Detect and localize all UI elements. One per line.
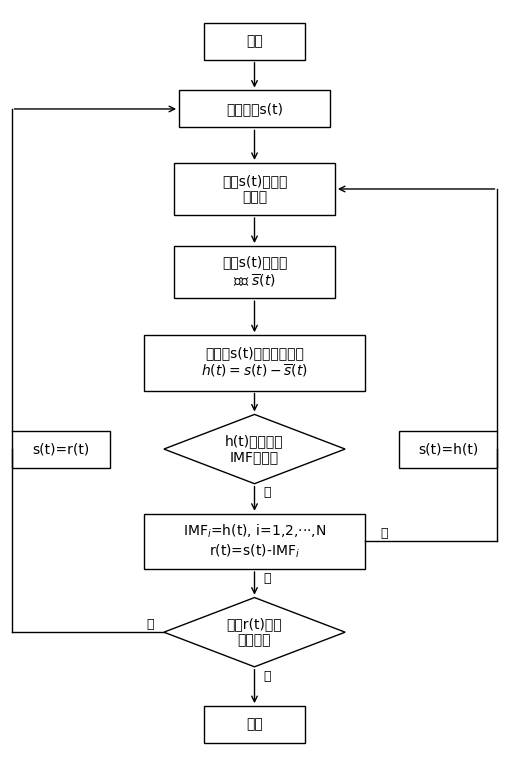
FancyBboxPatch shape bbox=[174, 163, 335, 215]
Polygon shape bbox=[164, 415, 345, 484]
Text: 从信号s(t)减去局域均值
$h(t) = s(t) - \overline{s}(t)$: 从信号s(t)减去局域均值 $h(t) = s(t) - \overline{s… bbox=[201, 346, 308, 380]
FancyBboxPatch shape bbox=[204, 22, 305, 60]
FancyBboxPatch shape bbox=[179, 91, 330, 127]
Text: 是: 是 bbox=[264, 487, 271, 499]
Text: s(t)=r(t): s(t)=r(t) bbox=[32, 442, 89, 456]
Text: h(t)是否满足
IMF的条件: h(t)是否满足 IMF的条件 bbox=[225, 434, 284, 464]
FancyBboxPatch shape bbox=[204, 706, 305, 743]
Text: 是: 是 bbox=[264, 572, 271, 585]
Text: 是: 是 bbox=[264, 670, 271, 683]
FancyBboxPatch shape bbox=[144, 335, 365, 391]
Text: 否: 否 bbox=[380, 527, 388, 540]
Text: 计算s(t)的局域
均值 $\overline{s}(t)$: 计算s(t)的局域 均值 $\overline{s}(t)$ bbox=[222, 256, 287, 288]
Text: 否: 否 bbox=[146, 618, 154, 631]
FancyBboxPatch shape bbox=[12, 431, 110, 467]
FancyBboxPatch shape bbox=[174, 246, 335, 298]
Text: 结束: 结束 bbox=[246, 718, 263, 732]
Text: 确定s(t)的局域
极值点: 确定s(t)的局域 极值点 bbox=[222, 174, 287, 204]
Text: s(t)=h(t): s(t)=h(t) bbox=[418, 442, 478, 456]
Text: 判断r(t)是否
为趋势项: 判断r(t)是否 为趋势项 bbox=[227, 617, 282, 647]
Polygon shape bbox=[164, 598, 345, 666]
Text: 输入信号s(t): 输入信号s(t) bbox=[226, 102, 283, 116]
FancyBboxPatch shape bbox=[399, 431, 497, 467]
Text: 开始: 开始 bbox=[246, 34, 263, 48]
Text: IMF$_i$=h(t), i=1,2,···,N
r(t)=s(t)-IMF$_i$: IMF$_i$=h(t), i=1,2,···,N r(t)=s(t)-IMF$… bbox=[183, 522, 326, 560]
FancyBboxPatch shape bbox=[144, 514, 365, 569]
